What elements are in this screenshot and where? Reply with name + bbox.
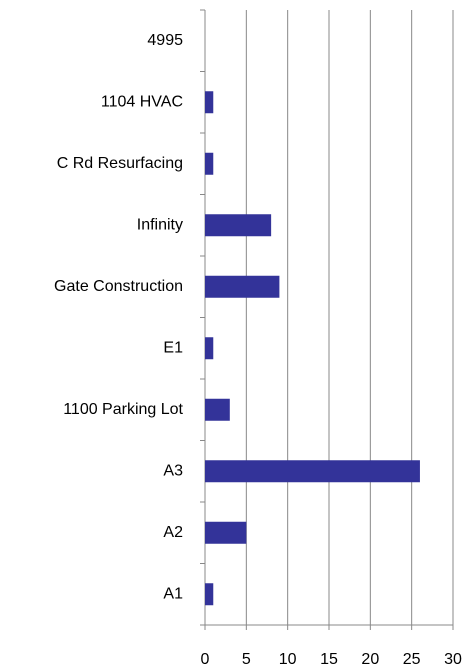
bar <box>205 337 214 360</box>
x-tick-label: 15 <box>320 651 338 668</box>
bar <box>205 460 420 483</box>
x-tick-label: 30 <box>444 651 462 668</box>
bar <box>205 398 230 421</box>
y-tick-label: A3 <box>163 462 183 479</box>
x-tick-label: 0 <box>201 651 210 668</box>
bar <box>205 152 214 175</box>
y-tick-label: C Rd Resurfacing <box>57 155 183 172</box>
x-tick-label: 25 <box>403 651 421 668</box>
y-tick-label: E1 <box>163 339 183 356</box>
y-tick-label: Infinity <box>137 216 183 233</box>
y-tick-label: 1100 Parking Lot <box>63 401 183 418</box>
x-tick-label: 10 <box>279 651 297 668</box>
bar <box>205 275 280 298</box>
y-tick-label: A1 <box>163 585 183 602</box>
bar <box>205 91 214 114</box>
y-tick-label: A2 <box>163 524 183 541</box>
bar <box>205 521 247 544</box>
y-tick-label: 1104 HVAC <box>101 93 183 110</box>
bar <box>205 583 214 606</box>
bar <box>205 214 272 237</box>
x-tick-label: 20 <box>361 651 379 668</box>
y-tick-label: 4995 <box>147 32 183 49</box>
y-tick-label: Gate Construction <box>54 278 183 295</box>
x-tick-label: 5 <box>242 651 251 668</box>
